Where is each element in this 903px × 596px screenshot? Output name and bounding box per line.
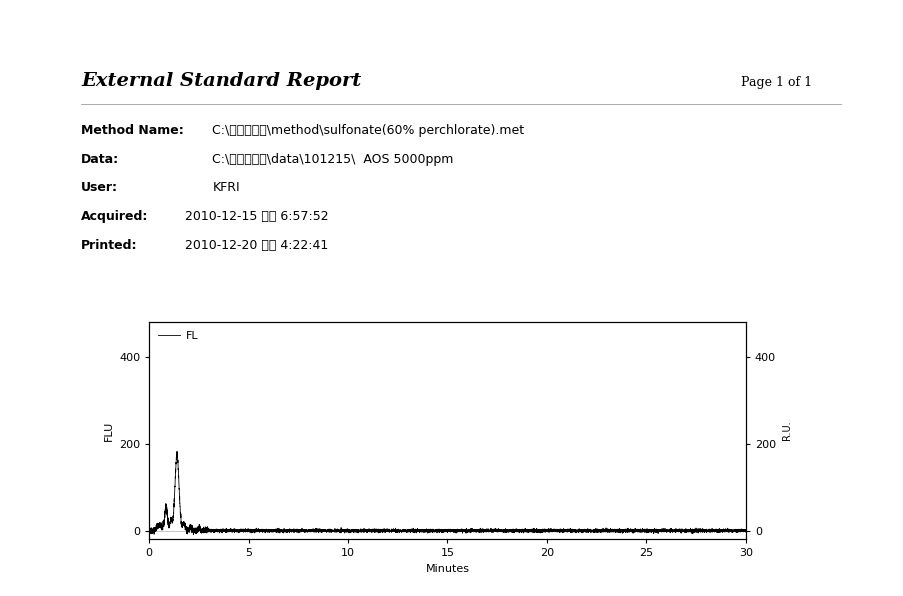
- Text: Printed:: Printed:: [81, 238, 138, 252]
- Text: User:: User:: [81, 181, 118, 194]
- FL: [517, 527, 527, 535]
- FL: [178, 519, 189, 526]
- Text: 2010-12-15 오후 6:57:52: 2010-12-15 오후 6:57:52: [185, 210, 329, 223]
- Y-axis label: FLU: FLU: [103, 421, 113, 440]
- FL: [740, 526, 750, 533]
- Text: C:\계면활성제\data\101215\  AOS 5000ppm: C:\계면활성제\data\101215\ AOS 5000ppm: [212, 153, 453, 166]
- FL: [144, 526, 154, 533]
- Text: Page 1 of 1: Page 1 of 1: [740, 76, 812, 89]
- FL: [508, 528, 519, 535]
- FL: [172, 448, 182, 455]
- X-axis label: Minutes: Minutes: [425, 564, 469, 574]
- FL: [730, 527, 740, 535]
- Text: External Standard Report: External Standard Report: [81, 73, 361, 91]
- FL: [303, 526, 314, 533]
- Text: Method Name:: Method Name:: [81, 124, 184, 137]
- FL: [188, 531, 199, 538]
- Line: FL: FL: [149, 451, 745, 535]
- Text: Acquired:: Acquired:: [81, 210, 149, 223]
- Y-axis label: R.U.: R.U.: [781, 421, 791, 440]
- Text: Data:: Data:: [81, 153, 119, 166]
- FL: [614, 527, 625, 534]
- Legend: FL: FL: [154, 327, 201, 344]
- Text: 2010-12-20 오후 4:22:41: 2010-12-20 오후 4:22:41: [185, 238, 328, 252]
- Text: C:\계면활성제\method\sulfonate(60% perchlorate).met: C:\계면활성제\method\sulfonate(60% perchlorat…: [212, 124, 524, 137]
- Text: KFRI: KFRI: [212, 181, 240, 194]
